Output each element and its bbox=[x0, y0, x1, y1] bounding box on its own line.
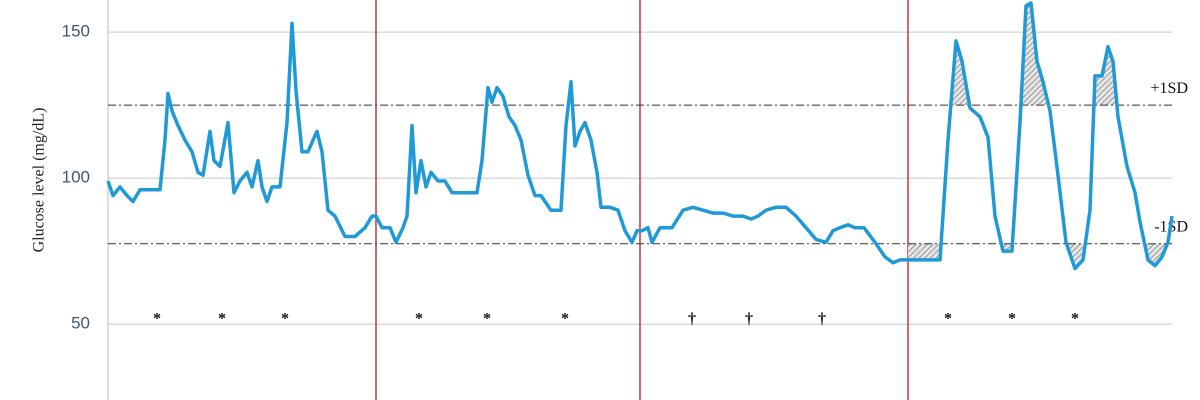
sd-shading bbox=[908, 2, 1172, 106]
sd-label: +1SD bbox=[1151, 80, 1188, 97]
event-marker: * bbox=[281, 311, 289, 328]
y-axis-label: Glucose level (mg/dL) bbox=[31, 108, 48, 253]
y-tick-label: 100 bbox=[62, 168, 90, 187]
event-marker: * bbox=[1071, 311, 1079, 328]
event-marker: † bbox=[688, 311, 696, 328]
event-marker: * bbox=[944, 311, 952, 328]
y-tick-label: 50 bbox=[71, 314, 90, 333]
glucose-line bbox=[106, 1, 1174, 271]
event-marker: * bbox=[561, 311, 569, 328]
event-marker: † bbox=[818, 311, 826, 328]
event-marker: * bbox=[415, 311, 423, 328]
event-marker: * bbox=[153, 311, 161, 328]
event-marker: * bbox=[218, 311, 226, 328]
y-tick-label: 150 bbox=[62, 22, 90, 41]
event-marker: † bbox=[745, 311, 753, 328]
event-marker: * bbox=[483, 311, 491, 328]
event-marker: * bbox=[1008, 311, 1016, 328]
